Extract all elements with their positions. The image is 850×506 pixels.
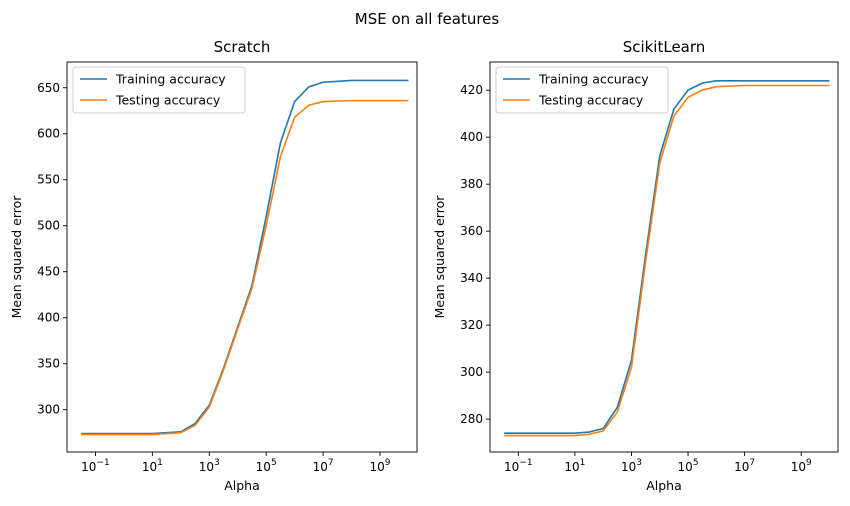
subplot-2: ScikitLearn 10−1 101 103 105 107 109 280 300 320 3… xyxy=(432,38,839,493)
x-tick-label: 101 xyxy=(564,458,585,474)
y-tick-label: 380 xyxy=(460,177,483,191)
legend-entry: Testing accuracy xyxy=(538,93,644,108)
y-axis-label: Mean squared error xyxy=(9,195,24,319)
series-line-1 xyxy=(81,79,409,435)
y-tick-label: 300 xyxy=(37,403,60,417)
x-tick-label: 109 xyxy=(791,458,812,474)
y-tick-label: 650 xyxy=(37,81,60,95)
y-tick-label: 320 xyxy=(460,318,483,332)
y-tick-label: 500 xyxy=(37,219,60,233)
legend-box xyxy=(495,66,669,114)
x-tick-label: 10−1 xyxy=(81,458,110,474)
plot-frame xyxy=(489,61,839,453)
series-line-2 xyxy=(504,84,830,437)
series-line-1 xyxy=(504,80,830,434)
legend-entry: Testing accuracy xyxy=(115,93,221,108)
x-tick-label: 107 xyxy=(313,458,334,474)
subplot-title: ScikitLearn xyxy=(623,38,706,56)
y-tick-label: 450 xyxy=(37,265,60,279)
y-tick-label: 350 xyxy=(37,357,60,371)
y-tick-label: 400 xyxy=(37,311,60,325)
legend-box xyxy=(72,66,246,114)
y-tick-label: 360 xyxy=(460,224,483,238)
legend-entry: Training accuracy xyxy=(115,72,226,87)
plot-frame xyxy=(66,61,418,453)
legend: Training accuracy Testing accuracy xyxy=(72,66,246,114)
x-axis-label: Alpha xyxy=(224,478,260,493)
y-tick-label: 340 xyxy=(460,271,483,285)
y-tick-label: 600 xyxy=(37,127,60,141)
x-axis-label: Alpha xyxy=(646,478,682,493)
y-tick-label: 300 xyxy=(460,365,483,379)
x-tick-label: 103 xyxy=(199,458,220,474)
y-tick-label: 280 xyxy=(460,412,483,426)
x-tick-label: 107 xyxy=(734,458,755,474)
x-tick-label: 109 xyxy=(370,458,391,474)
x-tick-label: 103 xyxy=(621,458,642,474)
y-axis-label: Mean squared error xyxy=(432,195,447,319)
legend-entry: Training accuracy xyxy=(538,72,649,87)
figure-title: MSE on all features xyxy=(355,10,500,28)
subplot-title: Scratch xyxy=(214,38,271,56)
y-tick-label: 400 xyxy=(460,130,483,144)
series-line-2 xyxy=(81,99,409,436)
subplot-1: Scratch 10−1 101 103 105 107 109 300 350 400 450 50… xyxy=(9,38,418,493)
legend: Training accuracy Testing accuracy xyxy=(495,66,669,114)
x-tick-label: 10−1 xyxy=(504,458,533,474)
y-tick-label: 420 xyxy=(460,83,483,97)
x-tick-label: 105 xyxy=(678,458,699,474)
x-tick-label: 105 xyxy=(256,458,277,474)
y-tick-label: 550 xyxy=(37,173,60,187)
x-tick-label: 101 xyxy=(142,458,163,474)
